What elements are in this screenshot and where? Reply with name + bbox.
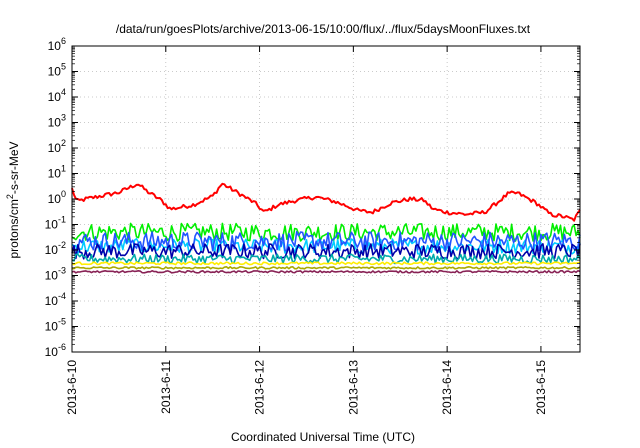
- series-line-2: [71, 222, 581, 242]
- y-tick-label-base: 10: [45, 269, 59, 283]
- y-tick-label-exponent: 6: [61, 36, 66, 46]
- y-axis: 10-610-510-410-310-210-11001011021031041…: [45, 36, 580, 359]
- y-tick-label-exponent: 3: [61, 113, 66, 123]
- chart-title: /data/run/goesPlots/archive/2013-06-15/1…: [116, 22, 531, 36]
- y-tick-label: 101: [48, 164, 66, 181]
- y-tick-label: 10-5: [45, 317, 66, 334]
- y-tick-label-exponent: -3: [58, 266, 66, 276]
- y-tick-label-exponent: 4: [61, 87, 66, 97]
- x-tick-label: 2013-6-14: [440, 360, 454, 415]
- series-line-9: [71, 269, 581, 274]
- x-tick-label: 2013-6-10: [65, 360, 79, 415]
- x-axis-label: Coordinated Universal Time (UTC): [231, 430, 415, 444]
- y-tick-label: 103: [48, 113, 66, 130]
- y-tick-label: 10-2: [45, 240, 66, 257]
- y-tick-label-exponent: 1: [61, 164, 66, 174]
- y-tick-label-base: 10: [48, 116, 62, 130]
- y-tick-label-base: 10: [48, 141, 62, 155]
- y-tick-label-base: 10: [48, 65, 62, 79]
- series-line-4: [71, 230, 581, 252]
- y-axis-label-rest: -s-sr-MeV: [7, 141, 21, 194]
- series-line-6: [71, 253, 581, 265]
- y-tick-label-base: 10: [48, 192, 62, 206]
- y-tick-label-exponent: 0: [61, 189, 66, 199]
- x-tick-label: 2013-6-12: [253, 360, 267, 415]
- y-axis-label-base: protons/cm: [7, 199, 21, 258]
- y-tick-label: 106: [48, 36, 66, 53]
- x-tick-label: 2013-6-15: [534, 360, 548, 415]
- series-line-7: [71, 261, 581, 266]
- y-tick-label-base: 10: [48, 39, 62, 53]
- y-tick-label-base: 10: [45, 218, 59, 232]
- y-tick-label-base: 10: [45, 294, 59, 308]
- y-tick-label: 104: [48, 87, 66, 104]
- y-tick-label-exponent: 2: [61, 138, 66, 148]
- series-line-1: [71, 182, 581, 222]
- y-tick-label-base: 10: [45, 345, 59, 359]
- y-tick-label: 10-1: [45, 215, 66, 232]
- series-layer: [71, 182, 581, 274]
- x-tick-label: 2013-6-13: [346, 360, 360, 415]
- y-axis-label: protons/cm2-s-sr-MeV: [5, 141, 21, 258]
- y-tick-label: 102: [48, 138, 66, 155]
- y-tick-label-exponent: -2: [58, 240, 66, 250]
- y-tick-label: 105: [48, 62, 66, 79]
- y-tick-label-exponent: -6: [58, 342, 66, 352]
- y-axis-label-superscript: 2: [5, 194, 15, 199]
- y-tick-label-exponent: -5: [58, 317, 66, 327]
- series-line-3: [71, 237, 581, 255]
- x-axis: 2013-6-10 2013-6-11 2013-6-12 2013-6-13 2013…: [65, 46, 548, 415]
- y-tick-label-base: 10: [45, 243, 59, 257]
- y-tick-label-exponent: 5: [61, 62, 66, 72]
- y-tick-label: 10-6: [45, 342, 66, 359]
- y-tick-label: 10-3: [45, 266, 66, 283]
- series-line-8: [71, 265, 581, 270]
- y-tick-label: 10-4: [45, 291, 66, 308]
- y-tick-label-exponent: -1: [58, 215, 66, 225]
- y-tick-label-base: 10: [48, 90, 62, 104]
- y-tick-label-base: 10: [48, 167, 62, 181]
- x-tick-label: 2013-6-11: [159, 360, 173, 414]
- series-line-5: [71, 243, 581, 260]
- y-tick-label-base: 10: [45, 320, 59, 334]
- y-tick-label: 100: [48, 189, 66, 206]
- y-tick-label-exponent: -4: [58, 291, 66, 301]
